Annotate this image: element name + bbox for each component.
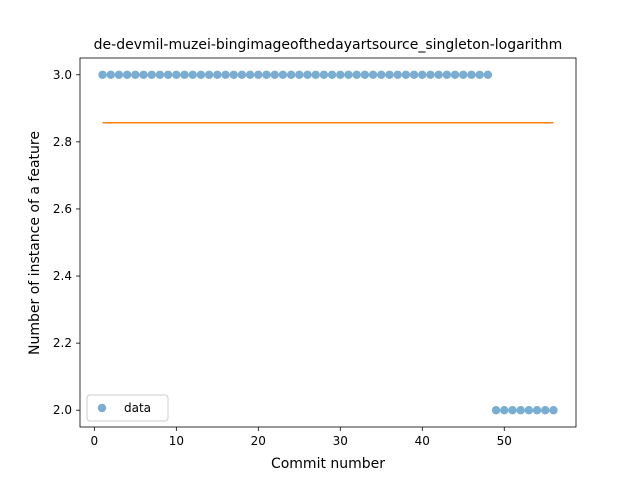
y-tick-label: 2.4	[53, 269, 72, 283]
data-point	[361, 71, 369, 79]
data-point	[500, 406, 508, 414]
data-point	[197, 71, 205, 79]
data-point	[549, 406, 557, 414]
data-point	[451, 71, 459, 79]
data-point	[492, 406, 500, 414]
data-point	[418, 71, 426, 79]
data-point	[377, 71, 385, 79]
x-axis-label: Commit number	[271, 456, 385, 472]
legend-label: data	[124, 401, 151, 415]
data-point	[123, 71, 131, 79]
data-point	[320, 71, 328, 79]
data-point	[221, 71, 229, 79]
x-tick-label: 10	[169, 434, 184, 448]
data-point	[205, 71, 213, 79]
y-tick-label: 2.6	[53, 202, 72, 216]
x-tick-label: 0	[91, 434, 99, 448]
data-point	[148, 71, 156, 79]
data-point	[336, 71, 344, 79]
x-tick-label: 50	[497, 434, 512, 448]
data-point	[312, 71, 320, 79]
data-point	[254, 71, 262, 79]
data-point	[98, 71, 106, 79]
data-point	[328, 71, 336, 79]
data-point	[426, 71, 434, 79]
data-point	[246, 71, 254, 79]
data-point	[459, 71, 467, 79]
data-point	[352, 71, 360, 79]
data-point	[434, 71, 442, 79]
data-point	[107, 71, 115, 79]
axes: 0 10 20 30 40 50 2.0 2.2 2.4 2.6 2.8 3.0	[53, 58, 576, 448]
data-point	[189, 71, 197, 79]
y-tick-label: 2.8	[53, 135, 72, 149]
data-point	[344, 71, 352, 79]
data-point	[238, 71, 246, 79]
data-point	[393, 71, 401, 79]
data-point	[516, 406, 524, 414]
data-point	[533, 406, 541, 414]
data-point	[475, 71, 483, 79]
data-point	[467, 71, 475, 79]
x-tick-label: 20	[251, 434, 266, 448]
axes-frame	[80, 58, 576, 427]
data-point	[180, 71, 188, 79]
data-point	[484, 71, 492, 79]
data-point	[385, 71, 393, 79]
data-point	[156, 71, 164, 79]
data-point	[508, 406, 516, 414]
plot-area	[98, 71, 557, 415]
data-point	[295, 71, 303, 79]
data-point	[230, 71, 238, 79]
legend-marker	[98, 404, 106, 412]
chart-title: de-devmil-muzei-bingimageofthedayartsour…	[94, 37, 563, 53]
data-point	[287, 71, 295, 79]
y-tick-label: 2.0	[53, 403, 72, 417]
data-point	[525, 406, 533, 414]
data-point	[139, 71, 147, 79]
y-tick-label: 2.2	[53, 336, 72, 350]
y-tick-label: 3.0	[53, 68, 72, 82]
data-point	[262, 71, 270, 79]
data-point	[172, 71, 180, 79]
data-point	[369, 71, 377, 79]
y-axis-label: Number of instance of a feature	[27, 131, 43, 355]
data-point	[541, 406, 549, 414]
legend: data	[87, 395, 168, 421]
data-point	[271, 71, 279, 79]
x-tick-label: 40	[415, 434, 430, 448]
data-point	[213, 71, 221, 79]
data-point	[303, 71, 311, 79]
data-point	[410, 71, 418, 79]
data-point	[164, 71, 172, 79]
data-point	[131, 71, 139, 79]
data-point	[115, 71, 123, 79]
data-point	[443, 71, 451, 79]
data-point	[402, 71, 410, 79]
data-point	[279, 71, 287, 79]
x-tick-label: 30	[333, 434, 348, 448]
